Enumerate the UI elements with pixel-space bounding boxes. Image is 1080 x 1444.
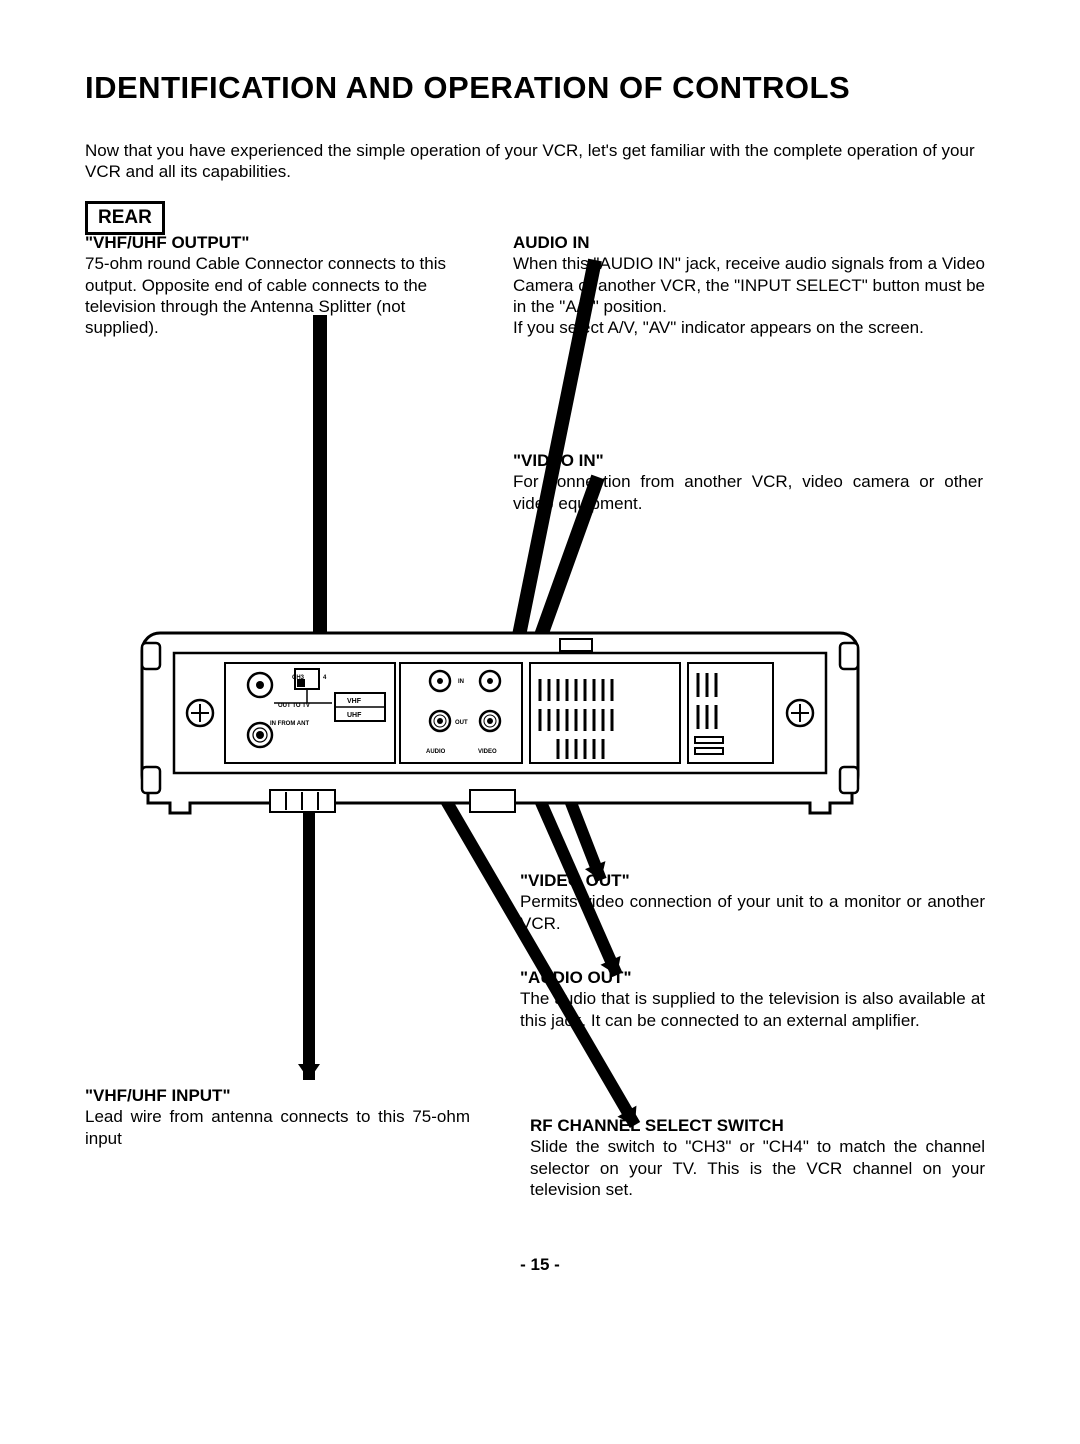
callout-heading: AUDIO IN (513, 233, 590, 252)
callout-heading: RF CHANNEL SELECT SWITCH (530, 1116, 784, 1135)
callout-body: When this "AUDIO IN" jack, receive audio… (513, 254, 985, 337)
callout-rf-switch: RF CHANNEL SELECT SWITCH Slide the switc… (530, 1115, 985, 1200)
callout-audio-in: AUDIO IN When this "AUDIO IN" jack, rece… (513, 232, 985, 338)
callout-body: The audio that is supplied to the televi… (520, 989, 985, 1029)
callout-body: Slide the switch to "CH3" or "CH4" to ma… (530, 1137, 985, 1199)
svg-text:IN: IN (458, 679, 464, 685)
callout-body: 75-ohm round Cable Connector connects to… (85, 254, 446, 337)
page-number: - 15 - (0, 1255, 1080, 1275)
vcr-rear-panel: CH3 4 OUT TO TV IN FROM ANT VHF UHF IN O… (140, 625, 860, 825)
svg-text:IN FROM ANT: IN FROM ANT (270, 721, 309, 727)
svg-text:AUDIO: AUDIO (426, 749, 446, 755)
svg-text:CH3: CH3 (292, 675, 305, 681)
callout-heading: "VIDEO OUT" (520, 871, 630, 890)
svg-text:VHF: VHF (347, 698, 362, 705)
callout-body: Permits video connection of your unit to… (520, 892, 985, 932)
callout-heading: "VIDEO IN" (513, 451, 604, 470)
svg-text:VIDEO: VIDEO (478, 749, 497, 755)
callout-heading: "VHF/UHF INPUT" (85, 1086, 231, 1105)
callout-video-out: "VIDEO OUT" Permits video connection of … (520, 870, 985, 934)
callout-audio-out: "AUDIO OUT" The audio that is supplied t… (520, 967, 985, 1031)
svg-text:OUT: OUT (455, 720, 468, 726)
callout-video-in: "VIDEO IN" For connection from another V… (513, 450, 983, 514)
svg-text:OUT TO TV: OUT TO TV (278, 703, 310, 709)
callout-heading: "AUDIO OUT" (520, 968, 632, 987)
callout-body: Lead wire from antenna connects to this … (85, 1107, 470, 1147)
callout-heading: "VHF/UHF OUTPUT" (85, 233, 249, 252)
callout-vhf-in: "VHF/UHF INPUT" Lead wire from antenna c… (85, 1085, 470, 1149)
callout-vhf-out: "VHF/UHF OUTPUT" 75-ohm round Cable Conn… (85, 232, 465, 338)
svg-text:UHF: UHF (347, 712, 362, 719)
callout-body: For connection from another VCR, video c… (513, 472, 983, 512)
